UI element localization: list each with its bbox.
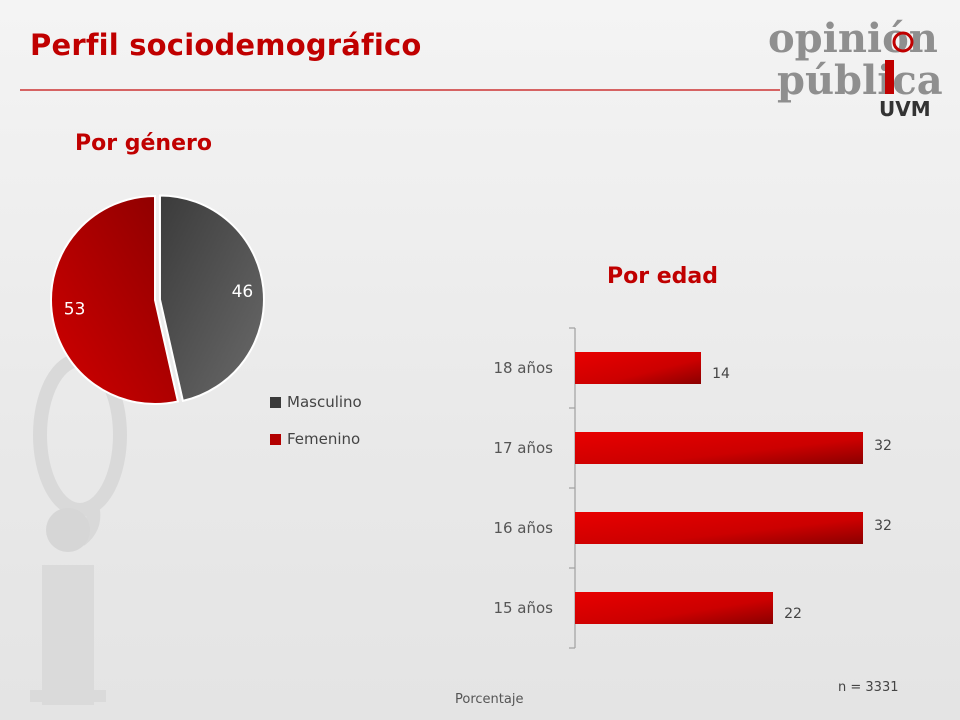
pie-data-label-femenino: 53 [64,299,86,319]
bar-data-label: 14 [712,366,730,382]
bar-15-años [575,592,773,624]
pie-slice-femenino [50,194,180,405]
x-axis-label: Porcentaje [455,692,524,707]
legend-item-femenino: Femenino [270,430,360,448]
y-tick-label: 15 años [493,599,553,617]
svg-text:UVM: UVM [879,97,931,118]
bar-data-label: 32 [874,438,892,454]
age-chart-title: Por edad [607,264,719,289]
legend-swatch-masculino [270,396,281,408]
bar-17-años [575,432,863,464]
age-bar-chart: 18 años 14 17 años 32 16 años 32 15 años 22 [493,327,892,649]
title-divider [20,89,780,91]
bar-data-label: 22 [784,606,802,622]
bar-data-label: 32 [874,518,892,534]
svg-text:pública: pública [777,57,943,104]
sample-size-note: n = 3331 [838,680,899,695]
legend-swatch-femenino [270,433,281,445]
y-tick-label: 18 años [493,359,553,377]
pie-slice-masculino [158,194,265,403]
legend-item-masculino: Masculino [270,393,362,411]
y-tick-label: 16 años [493,519,553,537]
y-tick-label: 17 años [493,439,553,457]
bar-18-años [575,352,701,384]
legend-label-femenino: Femenino [287,430,361,448]
svg-text:opinión: opinión [768,15,938,62]
gender-pie-chart: 46 53 [50,194,265,405]
gender-chart-title: Por género [75,131,212,156]
bar-16-años [575,512,863,544]
page-title: Perfil sociodemográfico [30,28,422,62]
pie-data-label-masculino: 46 [232,282,254,302]
opinion-publica-uvm-logo: opinión pública UVM [765,10,950,121]
legend-label-masculino: Masculino [287,393,362,411]
